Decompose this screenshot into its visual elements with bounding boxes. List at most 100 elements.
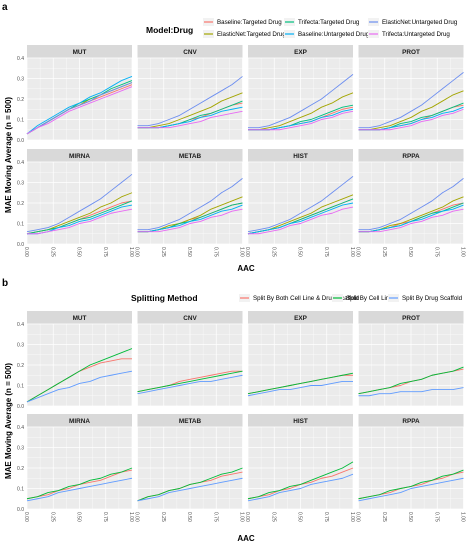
y-tick-label: 0.1 xyxy=(17,221,24,227)
x-tick-label: 0.75 xyxy=(323,247,329,257)
x-tick-label: 1.00 xyxy=(239,512,245,522)
y-tick-label: 0.1 xyxy=(17,383,24,389)
facet-cnv: CNV xyxy=(137,311,243,407)
series-line-trifecta-untargeted-drug xyxy=(27,208,133,235)
legend-a: Baseline:Targeted Drug Trifecta:Targeted … xyxy=(203,18,458,38)
facet-strip-label: HIST xyxy=(293,153,308,160)
facet-strip xyxy=(27,45,132,58)
legend-label: ElasticNet:Untargeted Drug xyxy=(382,19,458,26)
x-tick-label: 0.25 xyxy=(160,247,166,257)
series-line-split-by-cell-line xyxy=(358,366,464,395)
facet-strip xyxy=(248,149,353,162)
facet-strip xyxy=(137,414,243,427)
y-tick-label: 0.0 xyxy=(17,507,24,513)
x-tick-label: 0.75 xyxy=(102,512,108,522)
facet-strip xyxy=(248,414,353,427)
x-tick-label: 0.25 xyxy=(270,512,276,522)
facet-strip xyxy=(358,414,464,427)
panel-b-x-axis-title: AAC xyxy=(237,534,255,543)
x-tick-label: 0.50 xyxy=(186,247,192,257)
series-line-split-by-drug-scaffold xyxy=(137,374,243,395)
series-line-trifecta-untargeted-drug xyxy=(137,110,243,129)
series-line-split-by-cell-line xyxy=(26,467,133,500)
facet-strip xyxy=(27,311,132,324)
y-tick-label: 0.0 xyxy=(17,404,24,410)
legend-item-trifecta-untargeted-drug: Trifecta:Untargeted Drug xyxy=(368,30,450,38)
y-tick-label: 0.4 xyxy=(17,425,24,431)
y-tick-label: 0.1 xyxy=(17,117,24,123)
legend-label: Split By Cell Line xyxy=(346,295,393,302)
panel-b-letter: b xyxy=(2,278,8,289)
x-tick-label: 0.50 xyxy=(407,512,413,522)
facet-strip-label: CNV xyxy=(183,49,197,56)
series-line-split-by-cell-line xyxy=(137,370,243,393)
facet-strip-label: RPPA xyxy=(402,418,420,425)
x-tick-label: 0.50 xyxy=(76,247,82,257)
panel-a-letter: a xyxy=(2,2,8,13)
facet-mut: MUT 0.0 0.1 0.2 0.3 0.4 xyxy=(17,45,133,144)
x-tick-label: 0.75 xyxy=(433,247,439,257)
series-line-baseline-untargeted-drug xyxy=(358,204,464,233)
x-tick-label: 0.50 xyxy=(297,512,303,522)
x-tick-label: 1.00 xyxy=(128,247,134,257)
facet-strip xyxy=(358,149,464,162)
x-tick-label: 1.00 xyxy=(460,247,466,257)
x-tick-label: 1.00 xyxy=(128,512,134,522)
legend-item-split-by-cell-line: Split By Cell Line xyxy=(332,294,393,302)
legend-label: Baseline:Targeted Drug xyxy=(217,19,282,26)
y-tick-label: 0.4 xyxy=(17,160,24,166)
facet-strip-label: CNV xyxy=(183,315,197,322)
x-tick-label: 0.25 xyxy=(49,247,55,257)
legend-item-baseline-targeted-drug: Baseline:Targeted Drug xyxy=(203,18,282,26)
y-tick-label: 0.3 xyxy=(17,76,24,82)
y-tick-label: 0.4 xyxy=(17,56,24,62)
facet-strip xyxy=(137,45,243,58)
facet-strip-label: MIRNA xyxy=(69,418,90,425)
series-line-trifecta-untargeted-drug xyxy=(248,206,354,235)
y-tick-label: 0.0 xyxy=(17,242,24,248)
legend-a-title: Model:Drug xyxy=(146,25,193,35)
facet-hist: HIST 0.00 0.25 0.50 0.75 1.00 xyxy=(244,414,355,522)
facet-strip-label: MIRNA xyxy=(69,153,90,160)
facet-cnv: CNV xyxy=(137,45,243,141)
legend-label: Split By Both Cell Line & Drug Scaffold xyxy=(253,295,360,302)
series-line-elasticnet-untargeted-drug xyxy=(248,74,354,129)
legend-label: Trifecta:Untargeted Drug xyxy=(382,31,450,38)
x-tick-label: 0.00 xyxy=(134,247,140,257)
facet-strip-label: PROT xyxy=(402,49,420,56)
facet-rppa: RPPA 0.00 0.25 0.50 0.75 1.00 xyxy=(355,414,466,522)
legend-item-elasticnet-targeted-drug: ElasticNet:Targeted Drug xyxy=(203,30,286,38)
facet-strip-label: HIST xyxy=(293,418,308,425)
series-line-split-by-drug-scaffold xyxy=(247,473,354,502)
facet-strip-label: MUT xyxy=(73,315,87,322)
x-tick-label: 0.75 xyxy=(212,247,218,257)
x-tick-label: 0.50 xyxy=(76,512,82,522)
panel-a-x-axis-title: AAC xyxy=(237,264,255,273)
series-line-elasticnet-untargeted-drug xyxy=(26,173,133,233)
series-line-trifecta-untargeted-drug xyxy=(358,208,464,233)
legend-item-split-by-drug-scaffold: Split By Drug Scaffold xyxy=(388,294,463,302)
series-line-trifecta-untargeted-drug xyxy=(358,108,464,131)
legend-item-baseline-untargeted-drug: Baseline:Untargeted Drug xyxy=(284,30,370,38)
series-line-split-by-cell-line xyxy=(247,461,354,500)
x-tick-label: 1.00 xyxy=(349,512,355,522)
y-tick-label: 0.3 xyxy=(17,445,24,451)
facet-strip-label: PROT xyxy=(402,315,420,322)
x-tick-label: 0.00 xyxy=(355,512,361,522)
series-line-elasticnet-targeted-drug xyxy=(248,92,354,131)
y-tick-label: 0.3 xyxy=(17,342,24,348)
facet-strip xyxy=(358,311,464,324)
facet-strip-label: METAB xyxy=(179,153,202,160)
x-tick-label: 0.75 xyxy=(433,512,439,522)
facet-strip-label: EXP xyxy=(294,315,308,322)
legend-b: Split By Both Cell Line & Drug ScaffoldS… xyxy=(239,294,463,302)
facet-exp: EXP xyxy=(247,311,354,407)
series-line-split-by-drug-scaffold xyxy=(358,387,464,397)
y-tick-label: 0.0 xyxy=(17,138,24,144)
series-line-split-by-cell-line xyxy=(358,469,464,500)
series-line-elasticnet-untargeted-drug xyxy=(137,178,243,231)
y-tick-label: 0.2 xyxy=(17,363,24,369)
series-line-elasticnet-untargeted-drug xyxy=(137,76,243,127)
series-line-trifecta-untargeted-drug xyxy=(26,86,133,135)
x-tick-label: 0.00 xyxy=(23,512,29,522)
